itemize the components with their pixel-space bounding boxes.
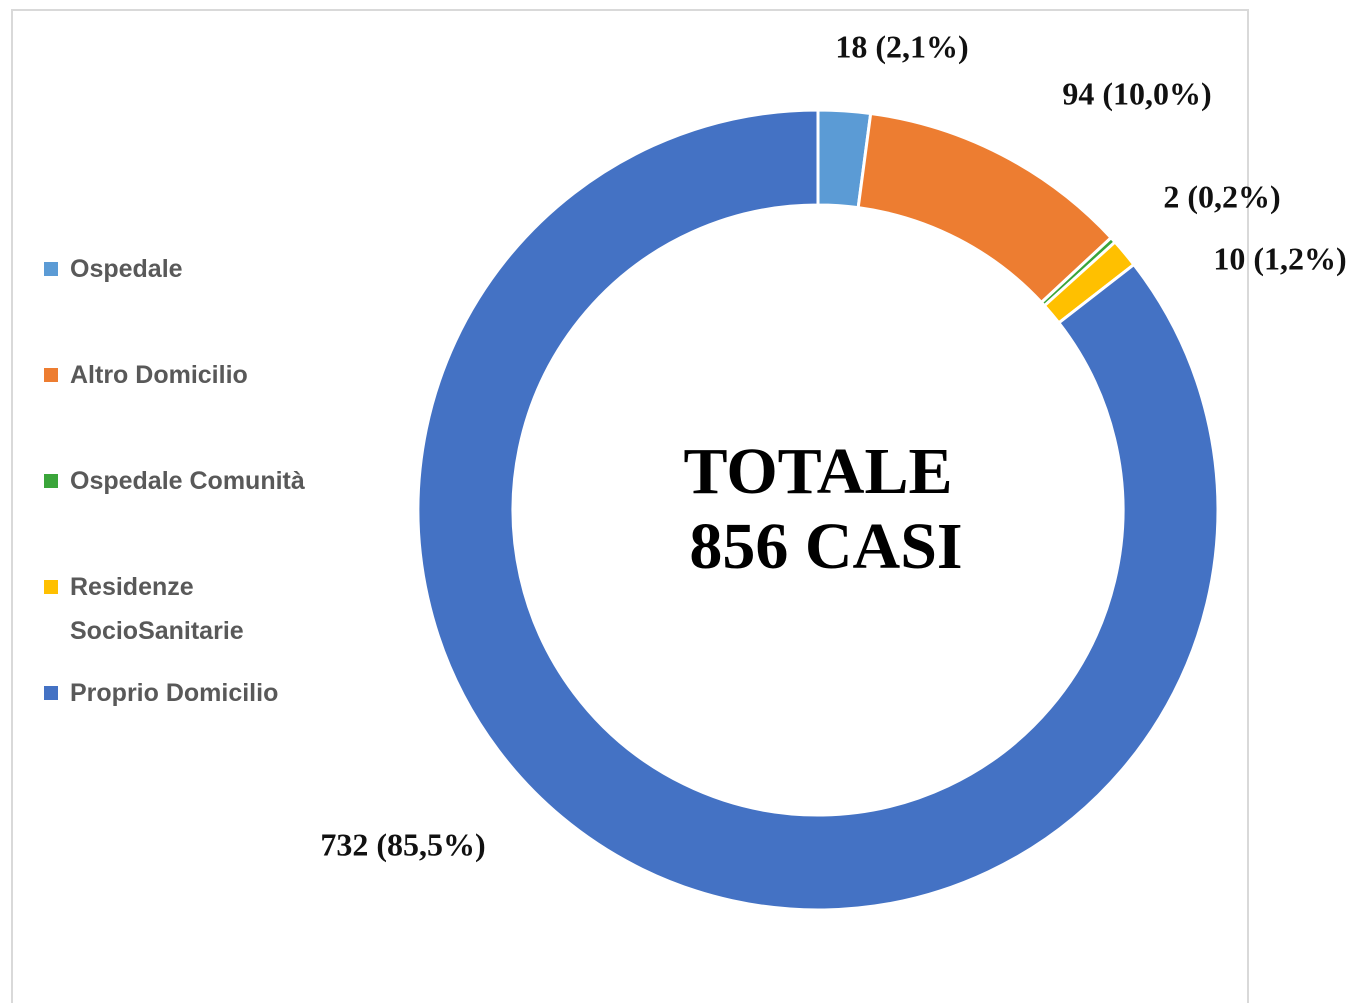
legend-item: Ospedale [44, 255, 350, 361]
data-label: 10 (1,2%) [1213, 240, 1346, 276]
legend-item: Ospedale Comunità [44, 467, 350, 573]
data-label: 732 (85,5%) [320, 826, 485, 862]
legend-label: Residenze SocioSanitarie [70, 573, 244, 645]
chart-frame [11, 9, 1249, 1003]
legend-label: Altro Domicilio [70, 361, 248, 389]
legend-swatch [44, 686, 58, 700]
legend-item: Residenze SocioSanitarie [44, 573, 350, 679]
legend-swatch [44, 262, 58, 276]
legend-label: Ospedale Comunità [70, 467, 305, 495]
donut-slice [416, 108, 1220, 912]
legend-label: Ospedale [70, 255, 183, 283]
center-label: 856 CASI [689, 510, 962, 583]
center-label: TOTALE [684, 435, 953, 508]
legend-swatch [44, 368, 58, 382]
data-label: 2 (0,2%) [1163, 178, 1280, 214]
legend-item: Altro Domicilio [44, 361, 350, 467]
legend-swatch [44, 474, 58, 488]
legend-label: Proprio Domicilio [70, 679, 279, 707]
data-label: 94 (10,0%) [1062, 75, 1211, 111]
legend: Ospedale Altro Domicilio Ospedale Comunità… [44, 255, 350, 785]
legend-swatch [44, 580, 58, 594]
legend-item: Proprio Domicilio [44, 679, 350, 785]
data-label: 18 (2,1%) [835, 28, 968, 64]
